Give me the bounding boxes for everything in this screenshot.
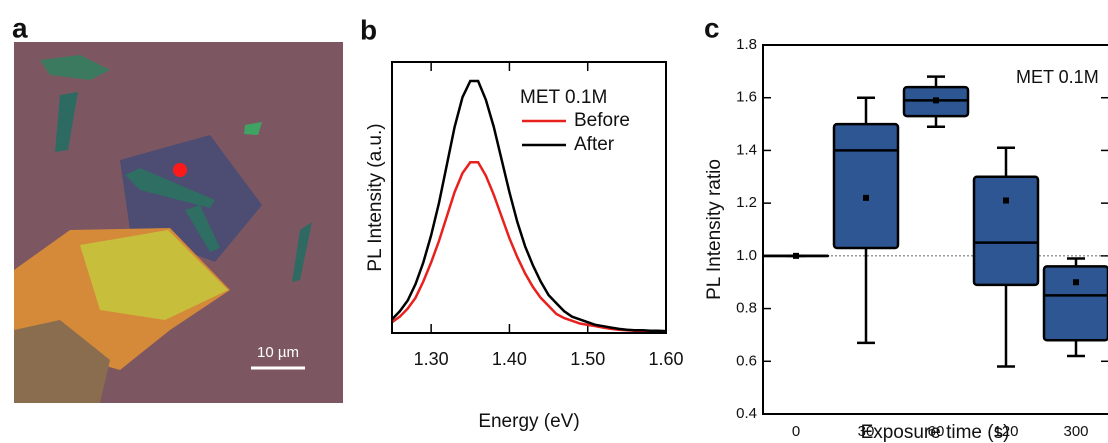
y-axis-title: PL Intensity ratio	[704, 159, 725, 300]
box	[1042, 265, 1108, 342]
y-tick-label: 1.6	[736, 89, 757, 106]
box	[972, 175, 1040, 287]
x-axis-title: Exposure time (s)	[861, 422, 1010, 443]
plot-frame	[391, 61, 667, 334]
x-tick-label: 120	[993, 423, 1018, 440]
x-tick-label: 1.50	[570, 349, 605, 369]
y-tick-label: 1.2	[736, 194, 757, 211]
mean	[1003, 197, 1009, 204]
mean	[863, 194, 869, 201]
x-tick-label: 30	[858, 423, 875, 440]
x-tick-label: 300	[1063, 423, 1088, 440]
mean	[1073, 279, 1079, 286]
scale-bar-label: 10 µm	[257, 344, 299, 361]
pl-curve	[391, 79, 667, 333]
panel-b: b 1.30 1.40 1.50 1.60 Before After MET 0.1M Ener…	[360, 14, 684, 432]
y-tick-label: 1.4	[736, 141, 757, 158]
panel-label: a	[12, 12, 28, 43]
y-axis-title: PL Intensity (a.u.)	[365, 123, 386, 271]
plot-frame	[762, 44, 1108, 415]
pl-curve	[391, 161, 667, 333]
x-axis-title: Energy (eV)	[478, 411, 579, 432]
legend-title: MET 0.1M	[1016, 67, 1099, 87]
mean	[933, 97, 939, 104]
box	[832, 122, 900, 250]
x-tick-label: 1.60	[648, 349, 683, 369]
x-tick-label: 1.30	[414, 349, 449, 369]
x-tick-label: 60	[928, 423, 945, 440]
legend-entry: Before	[574, 110, 630, 131]
legend-entry: After	[574, 134, 615, 155]
panel-label: b	[360, 14, 377, 45]
y-tick-label: 0.4	[736, 405, 757, 422]
y-tick-label: 0.8	[736, 300, 757, 317]
y-tick-label: 1.8	[736, 36, 757, 53]
panel-label: c	[704, 12, 720, 43]
panel-c: c 0.4 0.6 0.8 1.0 1.2 1.4 1.6 1.8 0 30 60 120 300 MET …	[704, 12, 1108, 443]
x-tick-label: 0	[792, 423, 800, 440]
x-tick-label: 1.40	[492, 349, 527, 369]
y-tick-label: 0.6	[736, 352, 757, 369]
legend-title: MET 0.1M	[520, 87, 607, 108]
micrograph	[14, 42, 343, 403]
mean	[793, 252, 799, 259]
y-tick-label: 1.0	[736, 247, 757, 264]
